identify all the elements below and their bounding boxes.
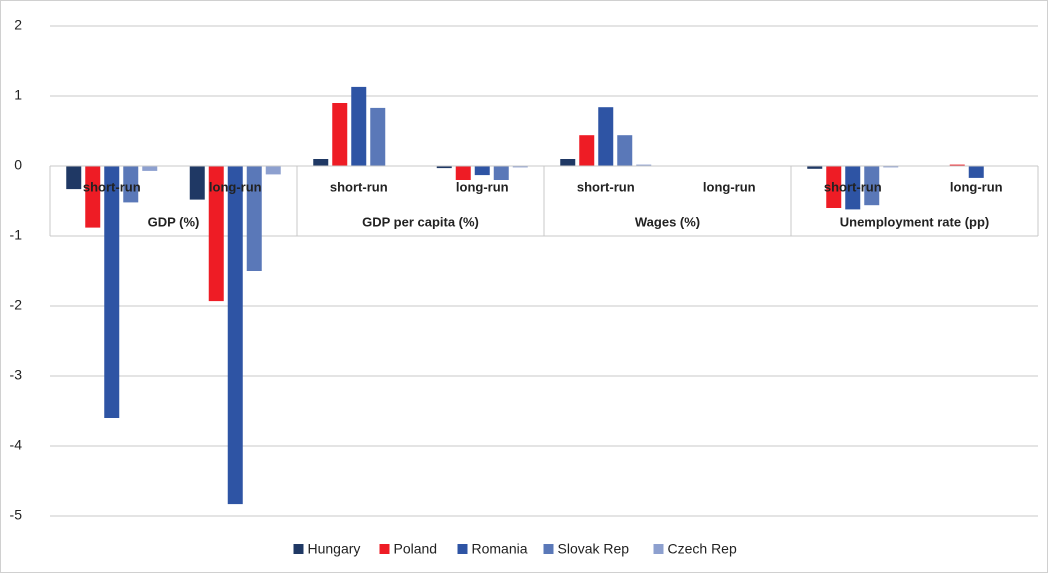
bar	[351, 86, 367, 166]
bar	[512, 166, 528, 168]
bar	[617, 135, 633, 166]
y-tick-label: 1	[14, 87, 22, 103]
legend-swatch	[293, 544, 304, 554]
bar	[85, 166, 101, 228]
bar	[265, 166, 281, 175]
bar	[189, 166, 205, 200]
group-label: Unemployment rate (pp)	[840, 214, 990, 229]
y-tick-label: 0	[14, 157, 22, 173]
bar	[560, 159, 576, 166]
group-label: GDP (%)	[148, 214, 200, 229]
x-tick-label: long-run	[950, 179, 1003, 194]
bar	[807, 166, 823, 169]
legend-swatch	[653, 544, 664, 554]
bar	[142, 166, 158, 171]
bar	[455, 166, 471, 180]
x-tick-label: long-run	[703, 179, 756, 194]
bar	[598, 107, 614, 166]
y-tick-label: 2	[14, 17, 22, 33]
group-label: Wages (%)	[635, 214, 700, 229]
bar	[864, 166, 880, 206]
legend-label: Hungary	[308, 541, 361, 557]
x-tick-label: short-run	[83, 179, 141, 194]
bar	[636, 164, 652, 166]
bar	[474, 166, 490, 176]
y-tick-label: -3	[10, 367, 23, 383]
legend-swatch	[457, 544, 468, 554]
bar	[883, 166, 899, 168]
x-tick-label: long-run	[209, 179, 262, 194]
legend-label: Slovak Rep	[558, 541, 630, 557]
x-tick-label: short-run	[330, 179, 388, 194]
bar	[370, 107, 386, 166]
bar	[826, 166, 842, 208]
legend-label: Czech Rep	[668, 541, 737, 557]
y-tick-label: -5	[10, 507, 23, 523]
bar	[949, 164, 965, 166]
bar	[227, 166, 243, 505]
bar	[332, 103, 348, 166]
bar	[66, 166, 82, 190]
bar	[123, 166, 139, 203]
y-tick-label: -4	[10, 437, 23, 453]
bar	[968, 166, 984, 178]
x-tick-label: short-run	[577, 179, 635, 194]
x-tick-label: long-run	[456, 179, 509, 194]
group-label: GDP per capita (%)	[362, 214, 479, 229]
legend-swatch	[379, 544, 390, 554]
x-tick-label: short-run	[824, 179, 882, 194]
bar	[493, 166, 509, 180]
y-tick-label: -2	[10, 297, 23, 313]
legend-label: Poland	[394, 541, 438, 557]
bar	[246, 166, 262, 271]
bar	[208, 166, 224, 302]
bar	[313, 159, 329, 166]
bar	[436, 166, 452, 169]
bar	[104, 166, 120, 418]
bar	[845, 166, 861, 210]
legend-label: Romania	[472, 541, 528, 557]
y-tick-label: -1	[10, 227, 23, 243]
legend-swatch	[543, 544, 554, 554]
bar	[579, 135, 595, 166]
